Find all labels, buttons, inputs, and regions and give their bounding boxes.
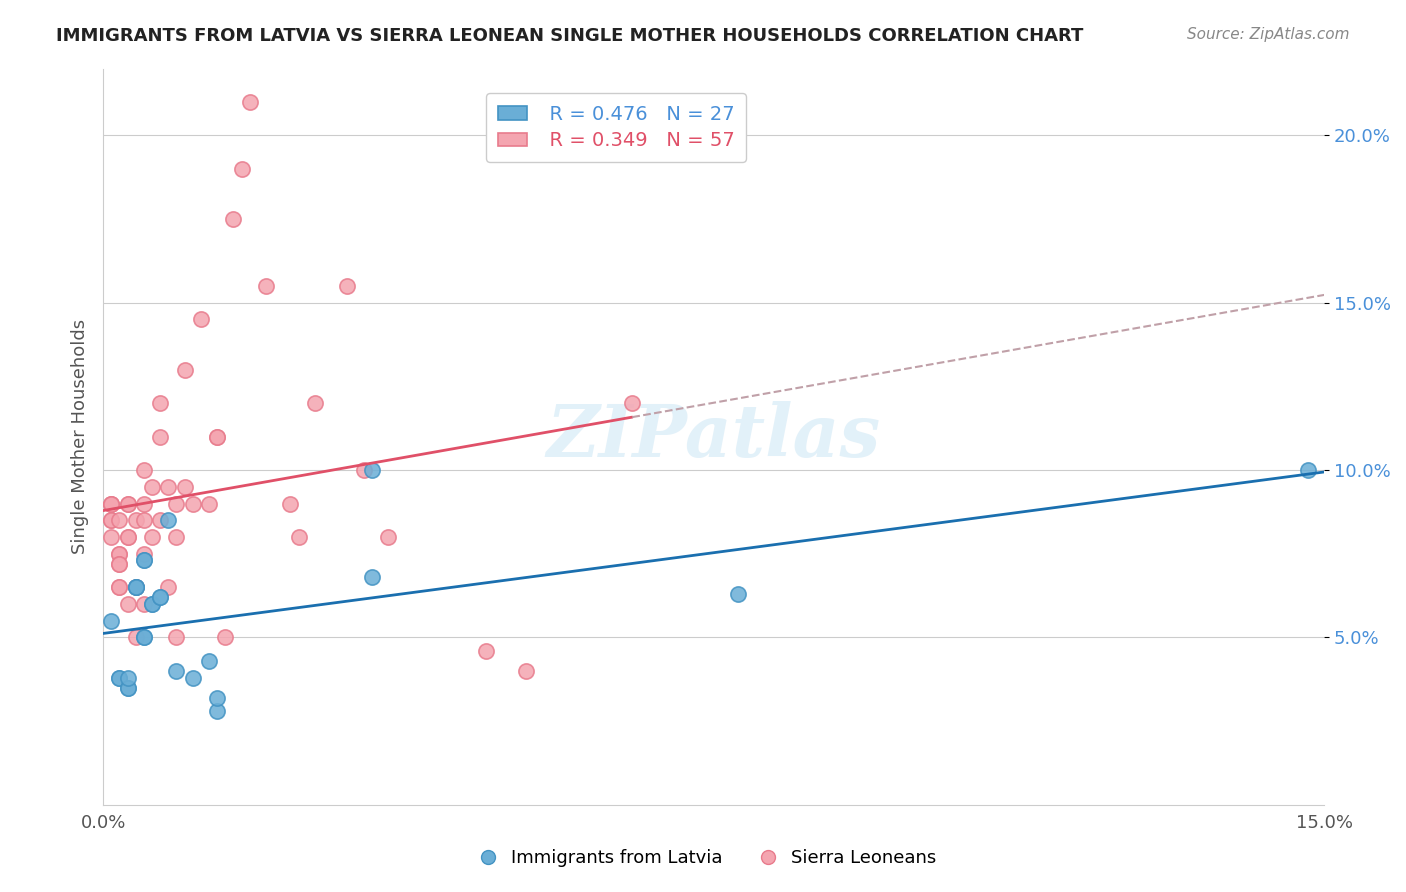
Point (205, 429, 228, 443)
Point (198, 654, 221, 668)
Point (132, 547, 155, 561)
Point (125, 631, 148, 645)
Point (117, 671, 139, 685)
Point (125, 580, 148, 594)
Point (157, 580, 180, 594)
Point (222, 212, 245, 227)
Point (125, 513, 148, 527)
Point (108, 547, 131, 561)
Point (190, 312, 212, 326)
Point (125, 580, 148, 594)
Point (165, 664, 187, 678)
Point (108, 557, 131, 571)
Point (132, 631, 155, 645)
Point (353, 463, 375, 477)
Point (108, 557, 131, 571)
Point (198, 496, 221, 510)
Point (515, 664, 537, 678)
Point (149, 591, 172, 605)
Point (117, 530, 139, 544)
Point (173, 480, 195, 494)
Point (117, 530, 139, 544)
Point (377, 530, 399, 544)
Text: ZIPatlas: ZIPatlas (547, 401, 880, 472)
Point (108, 513, 131, 527)
Point (205, 704, 228, 718)
Point (132, 553, 155, 567)
Point (621, 396, 644, 410)
Point (117, 496, 139, 510)
Point (474, 644, 496, 658)
Point (149, 396, 172, 410)
Point (181, 496, 204, 510)
Point (149, 429, 172, 443)
Point (141, 530, 163, 544)
Point (360, 463, 382, 477)
Point (125, 580, 148, 594)
Point (141, 597, 163, 611)
Point (132, 631, 155, 645)
Point (157, 513, 180, 527)
Point (205, 690, 228, 705)
Point (214, 631, 236, 645)
Text: IMMIGRANTS FROM LATVIA VS SIERRA LEONEAN SINGLE MOTHER HOUSEHOLDS CORRELATION CH: IMMIGRANTS FROM LATVIA VS SIERRA LEONEAN… (56, 27, 1084, 45)
Point (117, 597, 139, 611)
Point (149, 513, 172, 527)
Point (108, 580, 131, 594)
Point (132, 597, 155, 611)
Point (336, 279, 359, 293)
Point (254, 279, 277, 293)
Point (100, 496, 122, 510)
Point (165, 530, 187, 544)
Point (360, 570, 382, 584)
Point (149, 591, 172, 605)
Legend: Immigrants from Latvia, Sierra Leoneans: Immigrants from Latvia, Sierra Leoneans (463, 842, 943, 874)
Point (132, 496, 155, 510)
Point (125, 580, 148, 594)
Point (141, 480, 163, 494)
Point (280, 496, 302, 510)
Legend:   R = 0.476   N = 27,   R = 0.349   N = 57: R = 0.476 N = 27, R = 0.349 N = 57 (486, 93, 747, 162)
Point (108, 671, 131, 685)
Point (1296, 463, 1319, 477)
Point (205, 429, 228, 443)
Point (141, 597, 163, 611)
Point (157, 480, 180, 494)
Point (165, 631, 187, 645)
Point (727, 587, 749, 601)
Point (239, 95, 262, 109)
Point (108, 547, 131, 561)
Point (117, 681, 139, 695)
Point (132, 553, 155, 567)
Point (100, 496, 122, 510)
Point (100, 530, 122, 544)
Point (287, 530, 309, 544)
Point (231, 161, 253, 176)
Point (100, 513, 122, 527)
Point (108, 671, 131, 685)
Y-axis label: Single Mother Households: Single Mother Households (72, 319, 89, 554)
Point (117, 496, 139, 510)
Text: Source: ZipAtlas.com: Source: ZipAtlas.com (1187, 27, 1350, 42)
Point (117, 681, 139, 695)
Point (132, 513, 155, 527)
Point (173, 362, 195, 376)
Point (100, 513, 122, 527)
Point (100, 614, 122, 628)
Point (181, 671, 204, 685)
Point (165, 496, 187, 510)
Point (108, 580, 131, 594)
Point (304, 396, 326, 410)
Point (100, 496, 122, 510)
Point (132, 463, 155, 477)
